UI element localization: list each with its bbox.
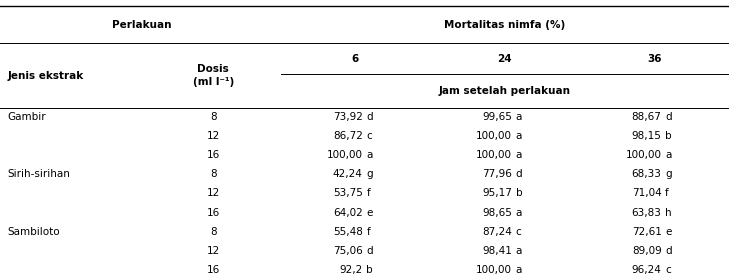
- Text: 92,2: 92,2: [340, 265, 363, 275]
- Text: Gambir: Gambir: [7, 112, 46, 122]
- Text: d: d: [665, 246, 672, 256]
- Text: Sambiloto: Sambiloto: [7, 227, 60, 237]
- Text: a: a: [516, 112, 522, 122]
- Text: h: h: [665, 207, 672, 218]
- Text: Sirih-sirihan: Sirih-sirihan: [7, 169, 70, 179]
- Text: 99,65: 99,65: [483, 112, 512, 122]
- Text: Mortalitas nimfa (%): Mortalitas nimfa (%): [444, 20, 566, 29]
- Text: 8: 8: [210, 112, 217, 122]
- Text: 100,00: 100,00: [625, 150, 662, 160]
- Text: 98,15: 98,15: [632, 131, 662, 141]
- Text: 71,04: 71,04: [632, 188, 662, 199]
- Text: f: f: [366, 227, 370, 237]
- Text: f: f: [366, 188, 370, 199]
- Text: b: b: [516, 188, 523, 199]
- Text: 68,33: 68,33: [632, 169, 662, 179]
- Text: 77,96: 77,96: [483, 169, 512, 179]
- Text: 16: 16: [206, 150, 220, 160]
- Text: a: a: [366, 150, 373, 160]
- Text: a: a: [516, 150, 522, 160]
- Text: Jam setelah perlakuan: Jam setelah perlakuan: [439, 86, 571, 96]
- Text: 72,61: 72,61: [632, 227, 662, 237]
- Text: d: d: [665, 112, 672, 122]
- Text: 42,24: 42,24: [333, 169, 363, 179]
- Text: 98,41: 98,41: [483, 246, 512, 256]
- Text: c: c: [665, 265, 671, 275]
- Text: 16: 16: [206, 207, 220, 218]
- Text: a: a: [516, 131, 522, 141]
- Text: 6: 6: [352, 54, 359, 64]
- Text: b: b: [366, 265, 373, 275]
- Text: d: d: [366, 112, 373, 122]
- Text: d: d: [366, 246, 373, 256]
- Text: 86,72: 86,72: [333, 131, 363, 141]
- Text: g: g: [366, 169, 373, 179]
- Text: 75,06: 75,06: [333, 246, 363, 256]
- Text: 8: 8: [210, 227, 217, 237]
- Text: e: e: [366, 207, 373, 218]
- Text: b: b: [665, 131, 672, 141]
- Text: a: a: [516, 246, 522, 256]
- Text: 55,48: 55,48: [333, 227, 363, 237]
- Text: 87,24: 87,24: [483, 227, 512, 237]
- Text: 24: 24: [497, 54, 512, 64]
- Text: 64,02: 64,02: [333, 207, 363, 218]
- Text: 8: 8: [210, 169, 217, 179]
- Text: g: g: [665, 169, 672, 179]
- Text: 89,09: 89,09: [632, 246, 662, 256]
- Text: 96,24: 96,24: [632, 265, 662, 275]
- Text: Perlakuan: Perlakuan: [112, 20, 172, 29]
- Text: 53,75: 53,75: [333, 188, 363, 199]
- Text: 12: 12: [206, 131, 220, 141]
- Text: 73,92: 73,92: [333, 112, 363, 122]
- Text: c: c: [516, 227, 521, 237]
- Text: 100,00: 100,00: [327, 150, 363, 160]
- Text: 100,00: 100,00: [476, 265, 512, 275]
- Text: d: d: [516, 169, 523, 179]
- Text: 36: 36: [647, 54, 661, 64]
- Text: e: e: [665, 227, 671, 237]
- Text: 88,67: 88,67: [632, 112, 662, 122]
- Text: Dosis
(ml l⁻¹): Dosis (ml l⁻¹): [192, 64, 234, 87]
- Text: a: a: [516, 207, 522, 218]
- Text: 98,65: 98,65: [483, 207, 512, 218]
- Text: a: a: [665, 150, 671, 160]
- Text: 16: 16: [206, 265, 220, 275]
- Text: a: a: [516, 265, 522, 275]
- Text: f: f: [665, 188, 669, 199]
- Text: 63,83: 63,83: [632, 207, 662, 218]
- Text: 95,17: 95,17: [483, 188, 512, 199]
- Text: 100,00: 100,00: [476, 150, 512, 160]
- Text: 12: 12: [206, 246, 220, 256]
- Text: 100,00: 100,00: [476, 131, 512, 141]
- Text: c: c: [366, 131, 372, 141]
- Text: Jenis ekstrak: Jenis ekstrak: [7, 71, 84, 81]
- Text: 12: 12: [206, 188, 220, 199]
